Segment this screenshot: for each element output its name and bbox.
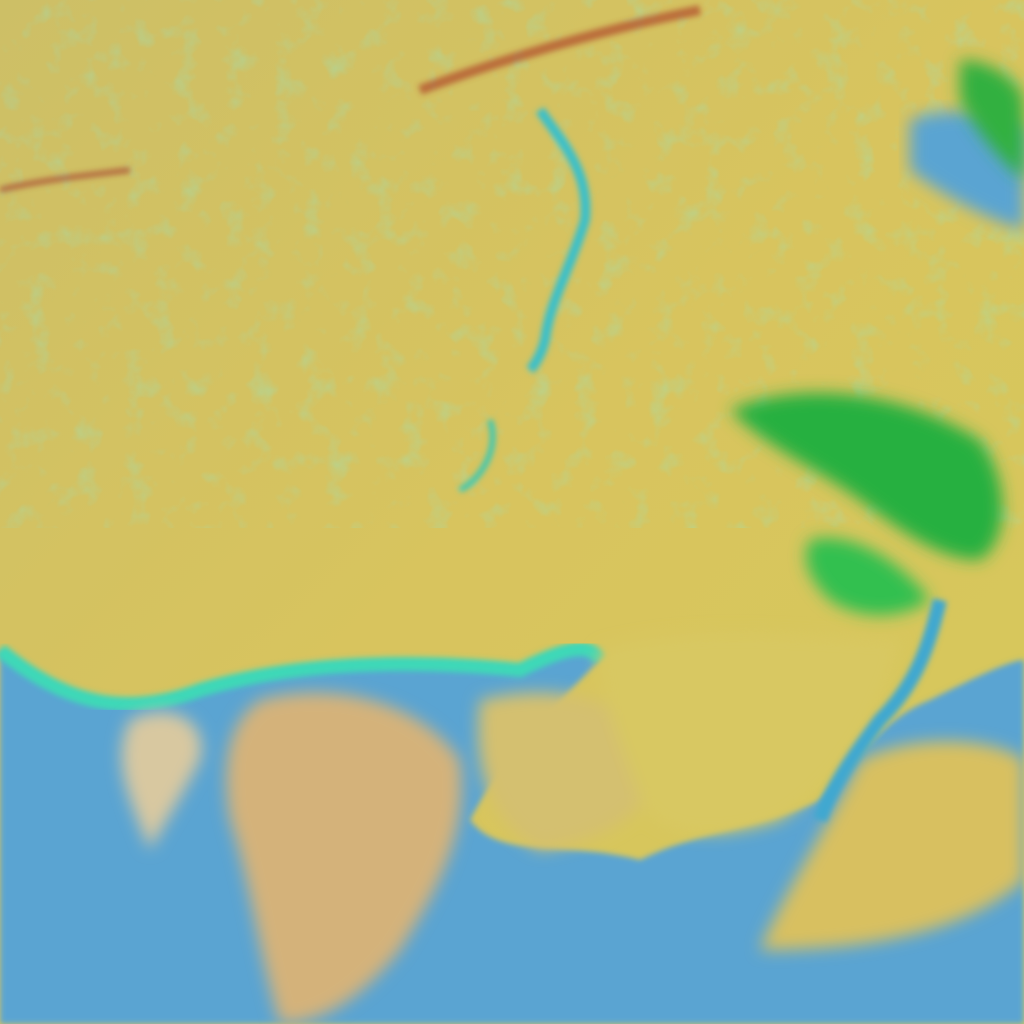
vegetation-green	[730, 60, 1024, 615]
coastline-edge	[0, 642, 607, 712]
red-streaks	[0, 5, 701, 193]
river-channel	[458, 107, 947, 823]
land-tan-patches	[121, 633, 1024, 1024]
